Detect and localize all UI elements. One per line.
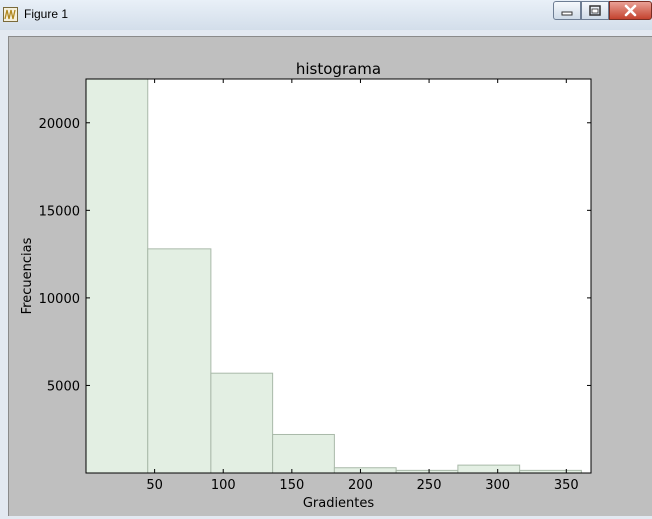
x-axis-label: Gradientes [303, 496, 375, 511]
histogram-chart: 50 100 150 200 250 300 350 5000 10000 15000 20000… [20, 60, 592, 511]
y-tick-label: 10000 [39, 292, 80, 307]
close-icon [624, 4, 637, 17]
y-axis-label: Frecuencias [20, 237, 35, 314]
x-tick-label: 100 [211, 478, 236, 493]
x-axis-ticks: 50 100 150 200 250 300 350 [146, 79, 579, 493]
x-tick-label: 50 [146, 478, 163, 493]
close-button[interactable] [609, 1, 652, 20]
x-tick-label: 250 [417, 478, 442, 493]
figure-canvas: 50 100 150 200 250 300 350 5000 10000 15000 20000… [8, 36, 652, 516]
minimize-icon [561, 11, 573, 16]
figure-app-icon [3, 7, 18, 22]
x-tick-label: 150 [279, 478, 304, 493]
x-tick-label: 350 [554, 478, 579, 493]
x-tick-label: 300 [485, 478, 510, 493]
histogram-bar-4 [272, 433, 335, 474]
chart-title: histograma [296, 60, 381, 78]
window-title: Figure 1 [24, 7, 69, 21]
histogram-bar-2 [147, 248, 212, 474]
histogram-bar-3 [210, 372, 274, 474]
window-titlebar[interactable]: Figure 1 [0, 0, 652, 31]
histogram-bar-7 [457, 464, 521, 474]
histogram-bars [85, 78, 582, 474]
axes-frame [85, 78, 592, 474]
y-axis-ticks: 5000 10000 15000 20000 [39, 117, 591, 394]
maximize-icon [589, 5, 601, 16]
y-tick-label: 15000 [39, 204, 80, 219]
histogram-bar-1 [85, 78, 149, 474]
maximize-button[interactable] [581, 1, 609, 20]
y-tick-label: 20000 [39, 117, 80, 132]
x-tick-label: 200 [348, 478, 373, 493]
y-tick-label: 5000 [47, 379, 80, 394]
histogram-bar-5 [333, 467, 397, 474]
minimize-button[interactable] [553, 1, 581, 20]
